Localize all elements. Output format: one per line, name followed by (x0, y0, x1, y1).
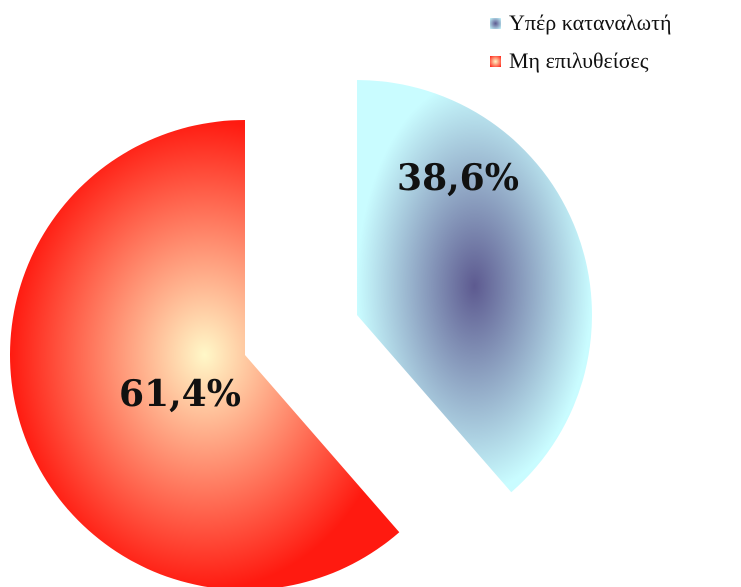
legend-label-yper-katanaloti: Υπέρ καταναλωτή (509, 10, 672, 35)
legend-label-mi-epilytheises: Μη επιλυθείσες (509, 48, 649, 73)
legend-swatch-mi-epilytheises (490, 55, 501, 67)
legend-item-yper-katanaloti: Υπέρ καταναλωτή (490, 4, 671, 42)
legend-item-mi-epilytheises: Μη επιλυθείσες (490, 42, 671, 80)
slice-label-mi-epilytheises: 61,4% (119, 373, 241, 415)
pie-slice-yper-katanaloti (357, 80, 592, 493)
slice-label-yper-katanaloti: 38,6% (397, 157, 519, 199)
pie-slice-mi-epilytheises (10, 120, 400, 587)
legend-swatch-yper-katanaloti (490, 17, 501, 29)
chart-legend: Υπέρ καταναλωτή Μη επιλυθείσες (490, 4, 671, 80)
